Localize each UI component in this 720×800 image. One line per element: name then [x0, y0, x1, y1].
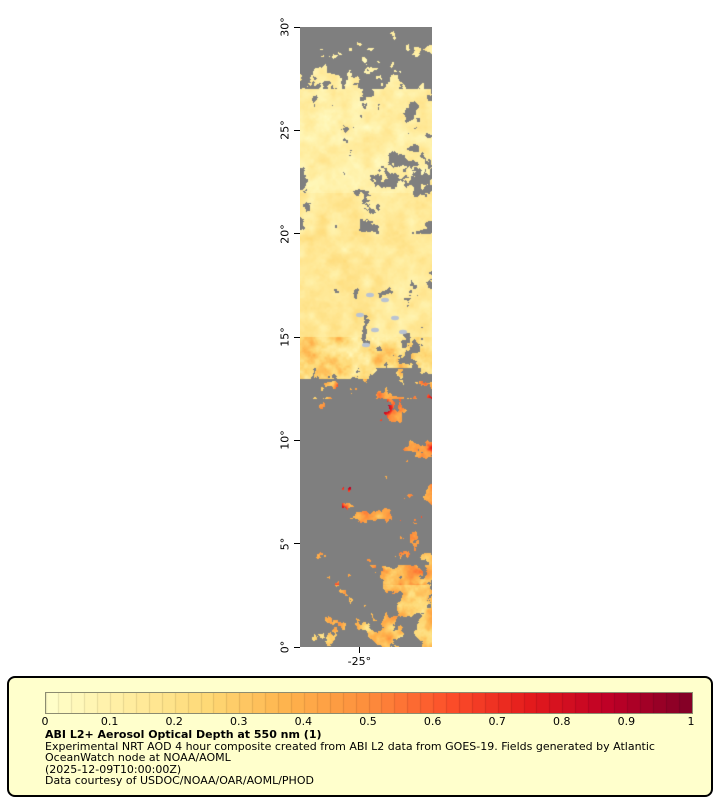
latitude-tick-label: 25°	[278, 120, 292, 141]
colorbar-tick-label: 0.1	[100, 715, 119, 728]
colorbar-tick-label: 0.6	[423, 715, 442, 728]
legend-line: OceanWatch node at NOAA/AOML	[45, 751, 231, 765]
legend-line: Experimental NRT AOD 4 hour composite cr…	[45, 739, 655, 753]
latitude-tick-label: 5°	[278, 537, 292, 550]
latitude-tick-mark	[294, 26, 300, 28]
colorbar-canvas	[45, 692, 693, 714]
legend-box: 0 0.1 0.2 0.3 0.4 0.5 0.6 0.7 0.8 0.9 1 ABI L2+ Ae…	[7, 676, 713, 797]
latitude-tick-mark	[294, 233, 300, 235]
latitude-tick-mark	[294, 646, 300, 648]
colorbar-tick-label: 0.7	[488, 715, 506, 728]
colorbar-tick-label: 0.4	[294, 715, 313, 728]
latitude-tick-label: 10°	[278, 430, 292, 451]
latitude-tick-mark	[294, 543, 300, 545]
latitude-tick-mark	[294, 129, 300, 131]
colorbar-tick-label: 0.5	[359, 715, 377, 728]
legend-line: (2025-12-09T10:00:00Z)	[45, 762, 182, 776]
aod-map-canvas	[300, 27, 432, 647]
latitude-tick-mark	[294, 439, 300, 441]
latitude-tick-label: 20°	[278, 223, 292, 244]
colorbar-tick-label: 0.2	[165, 715, 183, 728]
latitude-tick-label: 30°	[278, 17, 292, 37]
legend-line: Data courtesy of USDOC/NOAA/OAR/AOML/PHO…	[45, 774, 314, 788]
legend-title: ABI L2+ Aerosol Optical Depth at 550 nm …	[45, 728, 322, 741]
latitude-tick-label: 0°	[278, 640, 292, 654]
latitude-tick-label: 15°	[278, 327, 292, 347]
colorbar-tick-label: 0.3	[230, 715, 248, 728]
colorbar-tick-label: 0.9	[617, 715, 636, 728]
longitude-tick-label: -25°	[347, 655, 372, 668]
colorbar-tick-label: 0.8	[553, 715, 571, 728]
colorbar-tick-label: 1	[687, 715, 695, 728]
latitude-tick-mark	[294, 336, 300, 338]
legend-text: ABI L2+ Aerosol Optical Depth at 550 nm …	[45, 729, 655, 787]
colorbar-tick-label: 0	[41, 715, 49, 728]
longitude-tick-mark	[358, 647, 360, 653]
